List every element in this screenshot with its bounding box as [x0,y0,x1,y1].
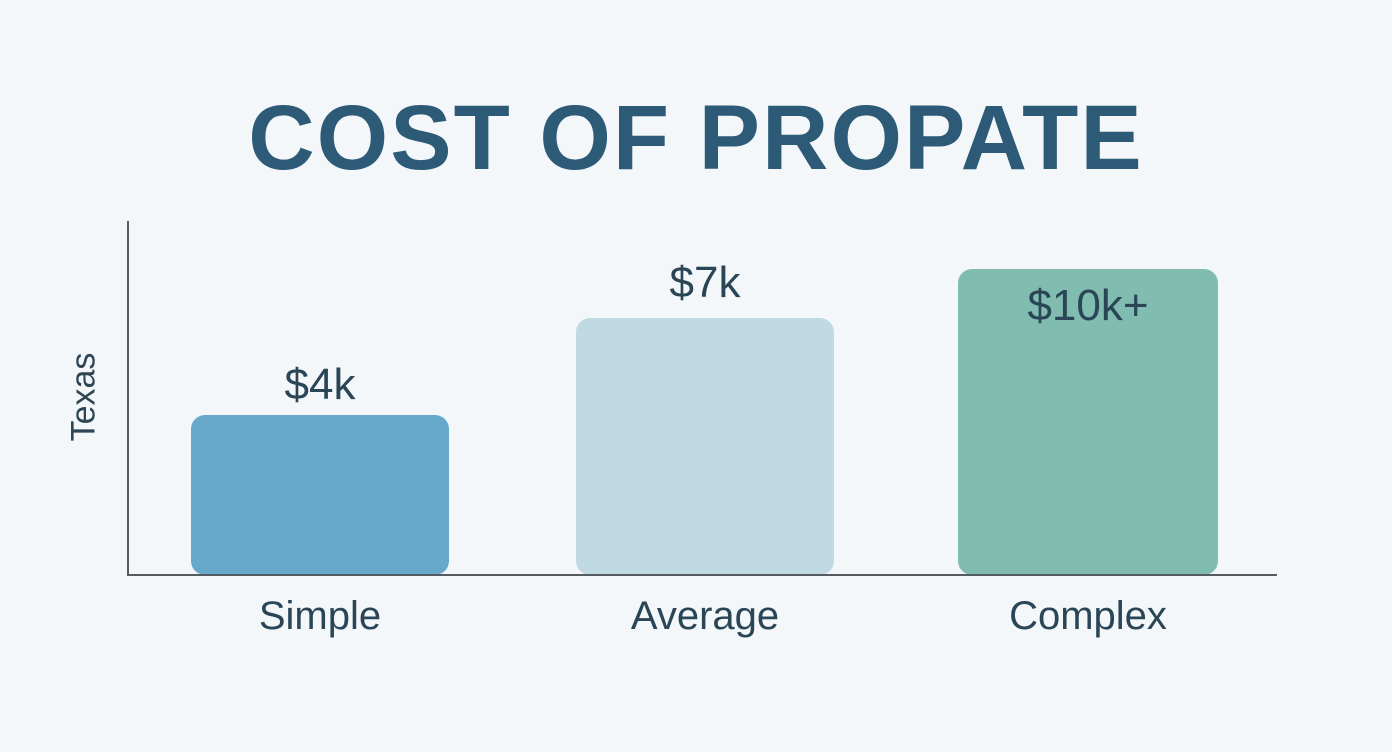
bar-complex [958,269,1218,575]
category-label-average: Average [630,594,780,638]
bar-value-label-simple: $4k [284,360,356,409]
bar-average [576,318,834,575]
bar-value-label-average: $7k [669,258,741,307]
y-axis-label: Texas [64,352,103,442]
bar-simple [191,415,449,575]
bar-value-label-complex: $10k+ [1027,281,1149,330]
y-axis-line [127,221,129,576]
category-label-complex: Complex [1009,594,1167,638]
chart-title: COST OF PROPATE [248,87,1144,189]
x-axis-line [127,574,1277,576]
category-label-simple: Simple [258,594,382,638]
